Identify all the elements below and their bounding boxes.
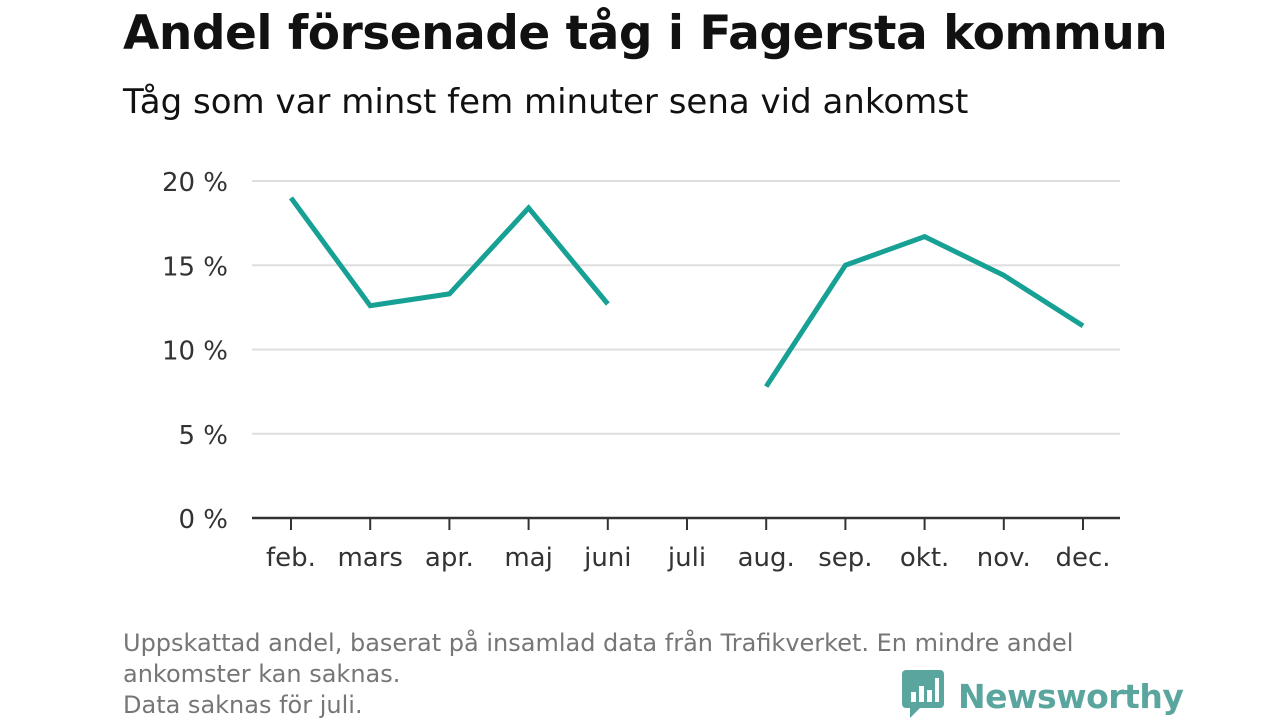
brand-name: Newsworthy <box>958 677 1183 716</box>
x-tick-label: okt. <box>900 543 949 573</box>
y-tick-label: 0 % <box>178 505 228 535</box>
x-tick-label: dec. <box>1055 543 1110 573</box>
y-tick-label: 5 % <box>178 421 228 451</box>
x-tick-label: apr. <box>425 543 474 573</box>
y-tick-label: 15 % <box>162 252 228 282</box>
x-tick-label: juni <box>583 543 631 573</box>
bar-chart-speech-bubble-icon <box>902 670 944 722</box>
x-tick-label: aug. <box>738 543 795 573</box>
x-tick-label: mars <box>337 543 403 573</box>
series-line-segment <box>291 198 608 306</box>
series-line-segment <box>766 237 1083 387</box>
y-tick-label: 10 % <box>162 337 228 367</box>
x-tick-label: juli <box>667 543 706 573</box>
line-chart: 0 % 5 % 10 % 15 % 20 % feb. mars apr. maj juni jul… <box>0 0 1280 620</box>
x-tick-label: feb. <box>266 543 316 573</box>
x-tick-label: maj <box>504 543 552 573</box>
x-tick-label: sep. <box>818 543 872 573</box>
x-tick-label: nov. <box>977 543 1031 573</box>
brand-logo: Newsworthy <box>902 670 1183 722</box>
y-tick-label: 20 % <box>162 168 228 198</box>
footnote-line-1: Uppskattad andel, baserat på insamlad da… <box>123 628 1183 659</box>
